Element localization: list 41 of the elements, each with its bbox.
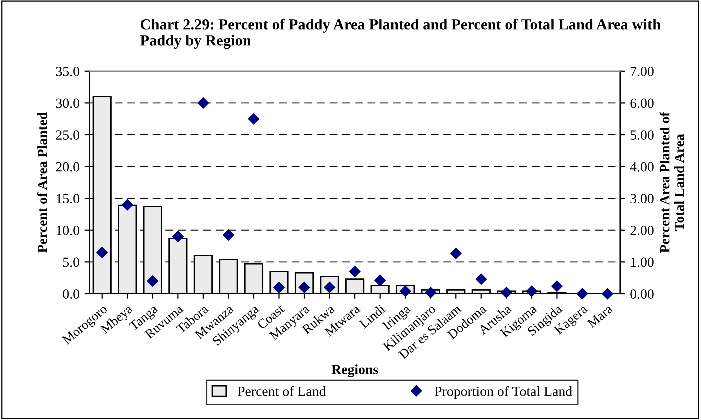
point [122, 199, 134, 211]
x-axis-title: Regions [332, 364, 378, 378]
point [400, 286, 412, 298]
point [248, 113, 260, 125]
point [147, 276, 159, 287]
y2-tick-label: 0.00 [630, 290, 654, 300]
point [576, 288, 588, 300]
legend-label: Percent of Land [238, 386, 326, 396]
point [223, 230, 234, 241]
y2-tick-label: 6.00 [630, 98, 654, 108]
y-tick-label: 25.0 [56, 130, 80, 140]
point [602, 288, 614, 300]
point [96, 247, 108, 258]
point [198, 98, 210, 109]
y-tick-label: 0.0 [63, 290, 80, 300]
y2-tick-label: 2.00 [630, 226, 654, 236]
point [501, 287, 512, 298]
point [552, 280, 563, 292]
y-tick-label: 30.0 [56, 98, 80, 108]
y-tick-label: 20.0 [56, 162, 80, 172]
y2-tick-label: 7.00 [631, 66, 654, 76]
y2-tick-label: 4.00 [630, 162, 654, 172]
point [172, 231, 184, 242]
y-tick-label: 35.0 [56, 66, 80, 76]
point [425, 287, 436, 298]
point [374, 275, 386, 286]
legend-label: Proportion of Total Land [434, 386, 572, 400]
y2-tick-label: 3.00 [630, 194, 654, 204]
point [349, 266, 361, 278]
y-tick-label: 15.0 [56, 194, 80, 204]
y2-axis-title: Percent Area Planted of Total Land Area [660, 112, 684, 253]
x-tick-label: Mara [587, 304, 614, 328]
y-tick-label: 10.0 [56, 226, 80, 236]
chart-title: Chart 2.29: Percent of Paddy Area Planted and Percent of Total Land Area with Paddy by Region [140, 18, 661, 50]
point [476, 274, 488, 285]
point [450, 248, 462, 260]
point [526, 286, 538, 298]
y2-tick-label: 5.00 [630, 130, 654, 140]
y2-tick-label: 1.00 [631, 258, 654, 268]
y-axis-title: Percent of Area Planted [37, 112, 48, 253]
y-tick-label: 5.0 [63, 258, 80, 268]
